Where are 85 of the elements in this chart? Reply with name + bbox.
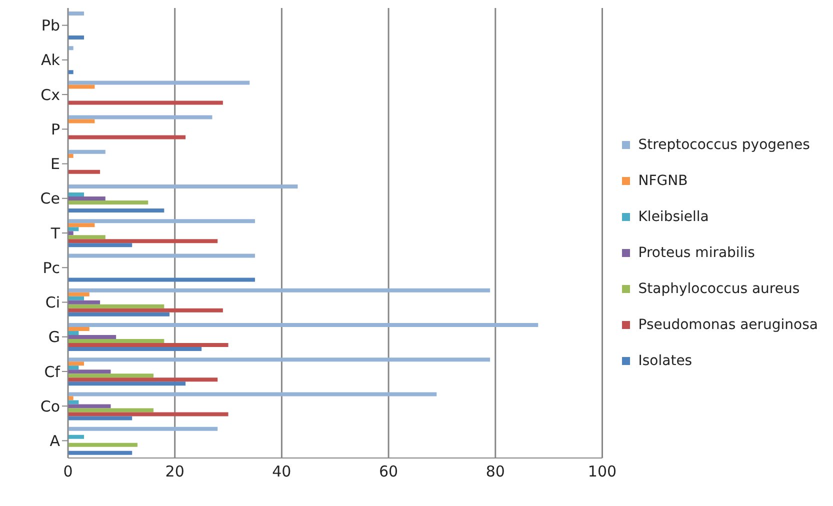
bar	[68, 408, 154, 412]
x-tick-label: 0	[63, 462, 73, 481]
bar	[68, 254, 255, 258]
bar	[68, 392, 437, 396]
bar	[68, 400, 79, 404]
bar	[68, 347, 202, 351]
bar	[68, 292, 90, 296]
x-tick-label: 20	[165, 462, 184, 481]
bar	[68, 308, 223, 312]
bar	[68, 382, 186, 386]
bar	[68, 404, 111, 408]
bar	[68, 115, 212, 120]
bar	[68, 184, 298, 189]
bar	[68, 374, 154, 378]
legend-label: Streptococcus pyogenes	[638, 137, 810, 153]
y-tick-label: Pb	[41, 16, 60, 35]
bar	[68, 358, 490, 362]
bar	[68, 119, 95, 124]
bar	[68, 84, 95, 89]
bar	[68, 100, 223, 105]
bar	[68, 312, 170, 316]
bar	[68, 243, 132, 248]
bar	[68, 208, 164, 213]
bar	[68, 231, 74, 236]
bar	[68, 412, 228, 416]
bar	[68, 378, 218, 382]
bar	[68, 235, 106, 240]
bar	[68, 396, 74, 400]
bar	[68, 426, 218, 431]
bar	[68, 192, 84, 197]
bar	[68, 296, 84, 300]
bar	[68, 304, 164, 308]
x-tick-label: 100	[588, 462, 617, 481]
bar	[68, 219, 255, 224]
bar	[68, 70, 74, 74]
bar	[68, 331, 79, 335]
y-tick-label: P	[50, 120, 60, 138]
bar	[68, 200, 148, 205]
bar	[68, 442, 138, 447]
bar	[68, 339, 164, 343]
y-tick-label: G	[48, 328, 60, 346]
legend-label: Isolates	[638, 353, 692, 369]
y-tick-label: Cx	[40, 86, 60, 104]
bar	[68, 46, 74, 50]
y-tick-label: Ci	[45, 294, 60, 312]
bar	[68, 35, 84, 40]
bar	[68, 135, 186, 140]
bar	[68, 370, 111, 374]
y-tick-label: Ak	[41, 51, 60, 70]
bar	[68, 170, 100, 174]
y-tick-label: Co	[40, 397, 60, 416]
bar	[68, 150, 106, 154]
legend-label: NFGNB	[638, 173, 688, 189]
bar	[68, 80, 250, 85]
y-tick-label: Pc	[42, 258, 60, 277]
bar	[68, 343, 228, 347]
legend-label: Proteus mirabilis	[638, 245, 755, 261]
y-tick-label: A	[50, 432, 61, 450]
legend-label: Staphylococcus aureus	[638, 281, 800, 297]
bar	[68, 300, 100, 304]
bar	[68, 11, 84, 16]
bar	[68, 327, 90, 331]
bar	[68, 239, 218, 244]
bar	[68, 434, 84, 439]
bar	[68, 196, 106, 201]
bar	[68, 278, 255, 282]
bar	[68, 154, 74, 158]
bar	[68, 366, 79, 370]
y-tick-label: Cf	[44, 362, 61, 381]
x-tick-label: 80	[486, 462, 505, 481]
legend-label: Pseudomonas aeruginosa	[638, 317, 818, 333]
bar	[68, 323, 538, 327]
legend-label: Kleibsiella	[638, 209, 709, 225]
y-tick-label: T	[50, 224, 61, 242]
bar	[68, 227, 79, 232]
bar	[68, 362, 84, 366]
bar	[68, 288, 490, 292]
y-tick-label: E	[50, 155, 60, 174]
bar	[68, 416, 132, 420]
y-tick-label: Ce	[40, 190, 60, 208]
bar	[68, 335, 116, 339]
x-tick-label: 60	[379, 462, 398, 481]
bar	[68, 223, 95, 228]
x-tick-label: 40	[272, 462, 292, 481]
bar	[68, 450, 132, 455]
